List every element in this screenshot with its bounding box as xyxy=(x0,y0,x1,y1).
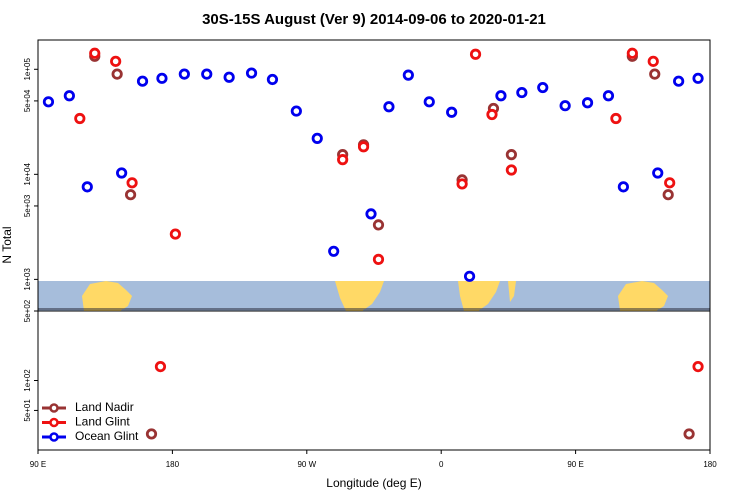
point xyxy=(42,96,55,108)
chart-title: 30S-15S August (Ver 9) 2014-09-06 to 202… xyxy=(202,11,546,28)
point xyxy=(245,67,258,79)
y-tick-label: 1e+04 xyxy=(23,163,32,186)
point xyxy=(602,90,615,102)
y-tick-label: 1e+02 xyxy=(23,369,32,392)
legend-label: Land Glint xyxy=(75,415,130,429)
point xyxy=(266,73,279,86)
point xyxy=(692,72,704,84)
point xyxy=(647,55,659,67)
legend-label: Land Nadir xyxy=(75,400,134,414)
point xyxy=(664,177,676,189)
point xyxy=(423,96,435,108)
point xyxy=(154,360,167,373)
point xyxy=(111,68,123,80)
point xyxy=(581,97,594,109)
plot-frame xyxy=(37,310,711,451)
point xyxy=(145,428,158,440)
y-tick-label: 5e+04 xyxy=(23,89,32,112)
point xyxy=(446,106,458,118)
map-band xyxy=(38,281,710,311)
y-tick-label: 5e+03 xyxy=(23,194,32,217)
point xyxy=(505,164,517,176)
legend-marker xyxy=(49,403,59,413)
point xyxy=(156,72,168,84)
point xyxy=(136,75,149,87)
point xyxy=(372,219,385,231)
point xyxy=(505,149,517,161)
point xyxy=(463,270,476,282)
land xyxy=(618,281,668,311)
point xyxy=(178,68,190,80)
y-tick-label: 1e+05 xyxy=(23,57,32,80)
point xyxy=(337,154,349,166)
x-tick-label: 180 xyxy=(703,460,717,469)
x-tick-label: 180 xyxy=(166,460,180,469)
point xyxy=(116,167,128,179)
point xyxy=(74,112,86,125)
x-tick-label: 90 E xyxy=(567,460,583,469)
land xyxy=(458,281,500,311)
point xyxy=(692,360,704,373)
point xyxy=(383,101,395,113)
y-tick-label: 1e+03 xyxy=(23,268,32,291)
point xyxy=(124,189,137,201)
point xyxy=(81,181,93,193)
legend-marker xyxy=(49,417,59,428)
point xyxy=(537,81,549,94)
x-tick-label: 0 xyxy=(439,460,444,469)
point xyxy=(169,228,181,240)
point xyxy=(626,47,638,59)
point xyxy=(516,86,528,99)
point xyxy=(469,48,482,60)
point xyxy=(456,178,468,190)
point xyxy=(486,108,498,121)
point xyxy=(673,75,685,87)
x-tick-label: 90 E xyxy=(30,460,46,469)
x-axis-label: Longitude (deg E) xyxy=(326,476,421,490)
point xyxy=(649,68,661,80)
point xyxy=(372,253,385,265)
point xyxy=(495,90,507,102)
land xyxy=(508,281,516,302)
legend-label: Ocean Glint xyxy=(75,429,139,443)
point xyxy=(652,167,664,179)
point xyxy=(126,177,138,189)
point xyxy=(683,428,695,440)
point xyxy=(290,105,302,117)
legend-marker xyxy=(49,432,59,442)
point xyxy=(201,68,213,80)
point xyxy=(89,47,101,59)
y-axis-label: N Total xyxy=(0,226,14,263)
point xyxy=(110,55,122,67)
land xyxy=(82,281,132,311)
point xyxy=(63,90,75,102)
point xyxy=(662,189,674,201)
land xyxy=(335,281,384,311)
point xyxy=(617,181,629,193)
point xyxy=(311,132,323,144)
point xyxy=(365,208,377,220)
x-tick-label: 90 W xyxy=(297,460,316,469)
y-tick-label: 5e+01 xyxy=(23,399,32,422)
point xyxy=(402,69,414,81)
point xyxy=(559,100,571,112)
y-tick-label: 5e+02 xyxy=(23,299,32,322)
point xyxy=(357,141,370,153)
point xyxy=(223,71,235,83)
point xyxy=(610,112,622,125)
point xyxy=(328,245,340,257)
